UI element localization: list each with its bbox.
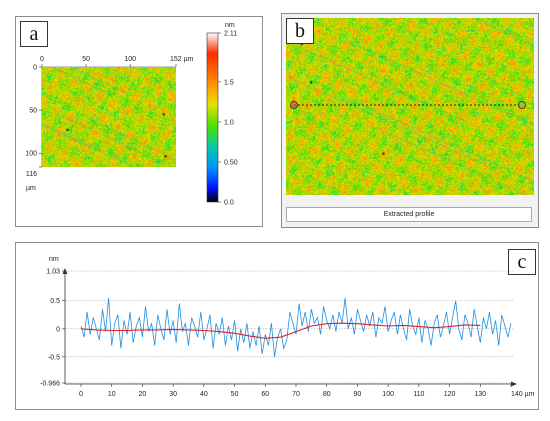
chart-y-tick-label: -0.966 [40, 381, 60, 388]
chart-x-tick-label: 130 [474, 391, 486, 398]
map-a-y-tick-label: 100 [25, 151, 37, 158]
chart-y-label: nm [49, 256, 59, 263]
map-a-x-tick-label: 50 [82, 56, 90, 63]
panel-b-extraction: b Extracted profile [281, 13, 539, 228]
chart-y-tick-label: 0.5 [50, 298, 60, 305]
chart-x-tick-label: 80 [323, 391, 331, 398]
chart-x-tick-label: 50 [231, 391, 239, 398]
profile-start-handle[interactable] [290, 101, 298, 109]
surface-height-map-b [286, 18, 534, 195]
chart-x-tick-label: 0 [79, 391, 83, 398]
map-a-y-tick-label: 50 [29, 108, 37, 115]
x-axis-arrow [511, 381, 517, 387]
chart-x-tick-label: 120 [444, 391, 456, 398]
map-a-x-tick-label: 152 µm [170, 56, 194, 63]
extracted-profile-button[interactable]: Extracted profile [286, 207, 532, 222]
chart-y-tick-label: 1.03 [46, 269, 60, 276]
chart-x-tick-label: 10 [108, 391, 116, 398]
chart-x-tick-label: 140 µm [511, 391, 535, 398]
map-a-y-ticks: 0 50 100 116 [25, 65, 43, 178]
series-trend-line [80, 322, 481, 339]
profile-end-handle[interactable] [518, 101, 526, 109]
profile-chart: nm 1.03 0.5 0 -0.5 -0.966 0 10 20 30 40 50 60 70 80 9… [40, 256, 535, 398]
panel-a-tag: a [20, 21, 48, 47]
colorbar-tick-label: 0.50 [224, 159, 238, 166]
chart-x-tick-label: 60 [261, 391, 269, 398]
chart-x-tick-label: 110 [413, 391, 424, 398]
surface-height-map-a [42, 67, 176, 167]
colorbar-tick-label: 1.0 [224, 119, 234, 126]
panel-a-surface-map: a 0 50 100 152 µm 0 50 100 116 µm 2.11 1.5 1.0 0.… [15, 16, 263, 227]
chart-y-tick-label: 0 [56, 326, 60, 333]
chart-y-ticks: 1.03 0.5 0 -0.5 -0.966 [40, 269, 65, 388]
chart-x-tick-label: 40 [200, 391, 208, 398]
panel-b-tag: b [286, 18, 314, 44]
map-a-y-unit: µm [26, 185, 36, 192]
colorbar-ticks: 2.11 1.5 1.0 0.50 0.0 [218, 31, 238, 207]
series-roughness-line [80, 297, 512, 357]
colorbar-tick-label: 0.0 [224, 200, 234, 207]
colorbar-tick-label: 2.11 [224, 31, 237, 38]
chart-x-tick-label: 100 [382, 391, 394, 398]
y-axis-arrow [62, 268, 68, 274]
chart-x-tick-label: 30 [169, 391, 177, 398]
chart-x-ticks: 0 10 20 30 40 50 60 70 80 90 100 110 120 130 140 µm [79, 384, 535, 398]
chart-x-tick-label: 90 [354, 391, 362, 398]
panel-c-tag: c [508, 249, 536, 275]
chart-x-tick-label: 70 [292, 391, 300, 398]
map-a-x-ticks: 0 50 100 152 µm [40, 56, 194, 68]
map-a-x-tick-label: 0 [40, 56, 44, 63]
colorbar-unit: nm [225, 22, 235, 29]
chart-y-tick-label: -0.5 [48, 354, 60, 361]
panel-c-profile-chart: c nm 1.03 0.5 0 -0.5 -0.966 0 10 20 30 40 50 60 70 8… [15, 242, 539, 410]
colorbar [206, 32, 219, 203]
map-a-x-tick-label: 100 [124, 56, 136, 63]
chart-grid [65, 270, 513, 384]
chart-x-tick-label: 20 [139, 391, 147, 398]
map-a-y-tick-label: 116 [26, 171, 37, 178]
map-a-y-tick-label: 0 [33, 65, 37, 72]
profile-line-overlay [290, 101, 526, 109]
colorbar-tick-label: 1.5 [224, 79, 234, 86]
